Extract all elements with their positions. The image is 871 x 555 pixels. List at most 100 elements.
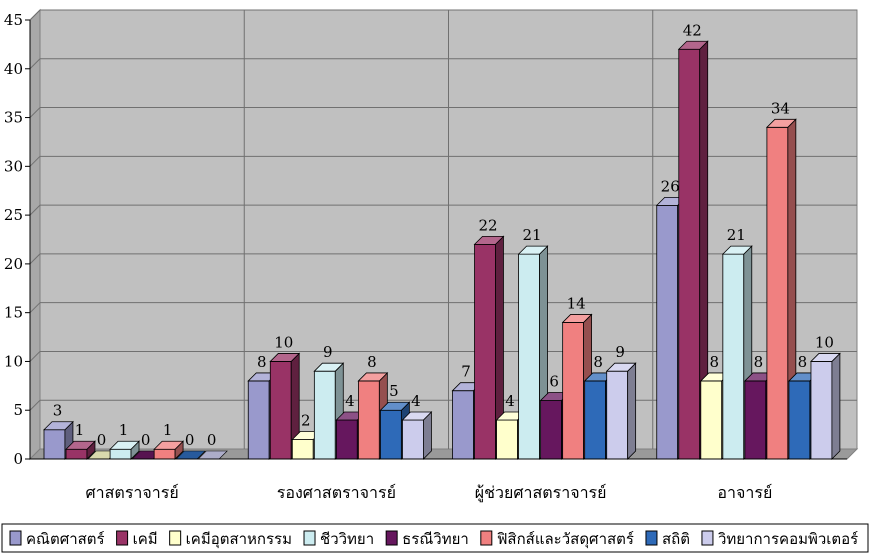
- bar-front: [291, 439, 314, 460]
- bar-top: [65, 440, 96, 450]
- bar-front: [153, 448, 176, 460]
- y-tick-label: 15: [4, 304, 23, 322]
- gridline-side: [29, 399, 41, 411]
- data-label: 2: [301, 411, 311, 429]
- data-label: 3: [53, 402, 63, 420]
- gridline-side: [29, 9, 41, 21]
- bar-front: [402, 419, 424, 460]
- data-label: 8: [367, 353, 377, 371]
- gridline-side: [29, 58, 41, 70]
- bar: [109, 440, 140, 460]
- x-tick-label: ผู้ช่วยศาสตราจารย์: [475, 483, 607, 503]
- data-label: 8: [593, 353, 603, 371]
- bar: [810, 352, 841, 460]
- legend-label: สถิติ: [662, 530, 690, 548]
- data-label: 4: [411, 392, 421, 410]
- data-label: 10: [815, 333, 834, 351]
- bar-front: [109, 448, 132, 460]
- data-label: 10: [274, 333, 293, 351]
- data-label: 21: [523, 226, 542, 244]
- bar-front: [452, 390, 474, 460]
- bar-top: [810, 353, 841, 362]
- bar-top: [357, 372, 389, 382]
- data-label: 5: [389, 382, 399, 400]
- bar-front: [722, 253, 745, 460]
- bar-front: [606, 370, 629, 460]
- y-tick-label: 5: [13, 401, 23, 419]
- data-label: 9: [615, 343, 625, 361]
- legend-label: ธรณีวิทยา: [402, 530, 469, 548]
- data-label: 8: [710, 353, 720, 371]
- y-tick-label: 30: [4, 157, 23, 175]
- bar-front: [656, 204, 679, 460]
- gridline-side: [29, 107, 41, 118]
- bar: [473, 235, 505, 460]
- data-label: 6: [549, 372, 559, 390]
- bar-front: [474, 243, 496, 460]
- legend-label: คณิตศาสตร์: [26, 530, 105, 548]
- data-label: 4: [505, 392, 515, 410]
- data-label: 0: [97, 431, 107, 449]
- data-label: 22: [478, 216, 497, 234]
- data-label: 34: [771, 99, 790, 117]
- y-tick-label: 45: [4, 11, 23, 29]
- legend-item: วิทยาการคอมพิวเตอร์: [701, 530, 858, 548]
- data-label: 42: [683, 21, 702, 39]
- bar-front: [540, 400, 562, 460]
- legend-swatch: [385, 530, 398, 546]
- bar: [153, 440, 185, 460]
- legend-item: ธรณีวิทยา: [385, 530, 469, 548]
- bar-top: [517, 245, 549, 255]
- legend-swatch: [480, 530, 493, 546]
- bar: [677, 40, 709, 460]
- data-label: 14: [567, 294, 586, 312]
- bar-top: [473, 235, 505, 245]
- legend-item: ฟิสิกส์และวัสดุศาสตร์: [480, 530, 634, 549]
- data-label: 1: [163, 421, 173, 439]
- bar-front: [518, 253, 540, 460]
- gridline-side: [29, 155, 41, 167]
- y-tick-label: 0: [13, 450, 23, 468]
- bar: [401, 411, 433, 460]
- legend-box: [1, 523, 869, 553]
- legend-item: ชีววิทยา: [303, 530, 374, 548]
- bar-front: [496, 419, 518, 460]
- bar-front: [810, 361, 833, 460]
- bar-front: [313, 370, 336, 460]
- legend-swatch: [9, 530, 22, 546]
- bar-front: [269, 361, 292, 460]
- data-label: 8: [798, 353, 808, 371]
- side-wall: [29, 8, 41, 461]
- legend-swatch: [116, 530, 129, 546]
- legend-label: เคมีอุตสาหกรรม: [186, 530, 292, 549]
- legend-label: ชีววิทยา: [320, 530, 374, 548]
- bar-top: [765, 118, 797, 128]
- data-label: 9: [323, 343, 333, 361]
- data-label: 21: [727, 226, 746, 244]
- bar-top: [313, 362, 345, 372]
- bar-front: [358, 380, 380, 460]
- data-label: 1: [119, 421, 129, 439]
- data-label: 26: [661, 177, 680, 195]
- legend-swatch: [645, 530, 658, 546]
- bar: [765, 118, 797, 460]
- bar-top: [401, 411, 433, 421]
- bar-top: [379, 401, 411, 411]
- bar-front: [335, 419, 358, 460]
- data-label: 0: [185, 431, 195, 449]
- bar-top: [153, 440, 185, 450]
- bar-top: [43, 421, 74, 431]
- legend-swatch: [169, 530, 182, 546]
- bar-top: [109, 440, 140, 450]
- legend-item: คณิตศาสตร์: [9, 530, 105, 548]
- legend-item: สถิติ: [645, 530, 690, 548]
- bar-top: [721, 245, 753, 255]
- bar-front: [247, 380, 270, 460]
- bar-front: [380, 409, 402, 460]
- bar-front: [744, 380, 767, 460]
- gridline-side: [29, 302, 41, 314]
- bar-front: [766, 126, 789, 460]
